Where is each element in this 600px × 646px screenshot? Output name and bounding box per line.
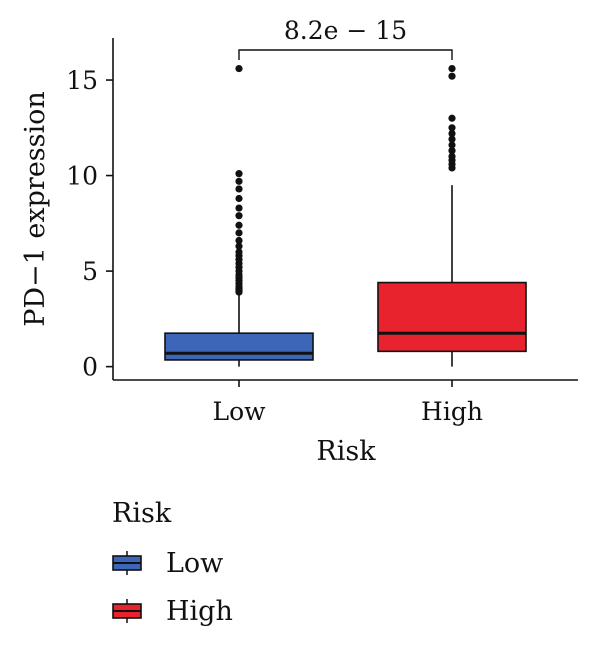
outlier-point	[448, 152, 456, 161]
outlier-point	[448, 114, 456, 122]
legend-key-high	[112, 599, 142, 623]
box-plot: 0 5 10 15 Low High 8.2e − 15 Risk PD−1 expre…	[20, 16, 578, 467]
x-axis-title: Risk	[316, 436, 376, 467]
box-low	[164, 64, 314, 367]
y-axis-title: PD−1 expression	[20, 91, 51, 327]
outlier-point	[235, 242, 243, 250]
significance-bracket: 8.2e − 15	[238, 16, 453, 60]
legend: Risk Low High	[112, 498, 233, 635]
x-ticks: Low High	[212, 380, 483, 426]
outlier-point	[235, 204, 243, 212]
outlier-point	[235, 212, 243, 220]
box-body	[164, 332, 314, 361]
outlier-point	[448, 124, 456, 132]
p-value-label: 8.2e − 15	[284, 16, 407, 45]
outlier-point	[448, 147, 456, 155]
x-tick-label: Low	[212, 397, 266, 426]
legend-item-high: High	[112, 587, 233, 635]
outlier-point	[235, 170, 243, 178]
y-ticks: 0 5 10 15	[66, 66, 113, 382]
y-tick-label: 10	[66, 162, 98, 191]
legend-key-low	[112, 551, 142, 575]
outlier-point	[235, 177, 243, 185]
outlier-point	[235, 229, 243, 237]
y-tick-label: 5	[82, 257, 98, 286]
outlier-point	[235, 185, 243, 193]
outlier-point	[448, 64, 456, 73]
outlier-point	[235, 248, 243, 256]
boxes	[164, 64, 527, 367]
outlier-point	[235, 64, 243, 73]
box-high	[377, 64, 527, 367]
outlier-point	[448, 135, 456, 143]
legend-label-high: High	[166, 595, 233, 627]
legend-label-low: Low	[166, 547, 224, 579]
legend-item-low: Low	[112, 539, 233, 587]
outlier-point	[448, 141, 456, 149]
outlier-point	[235, 194, 243, 203]
outlier-point	[235, 236, 243, 245]
outlier-point	[235, 221, 243, 229]
y-tick-label: 0	[82, 353, 98, 382]
outlier-point	[448, 72, 456, 80]
legend-title: Risk	[112, 498, 172, 529]
bracket-line	[238, 49, 453, 60]
outlier-point	[448, 129, 456, 138]
x-tick-label: High	[421, 397, 483, 426]
box-body	[377, 281, 527, 353]
y-tick-label: 15	[66, 66, 98, 95]
